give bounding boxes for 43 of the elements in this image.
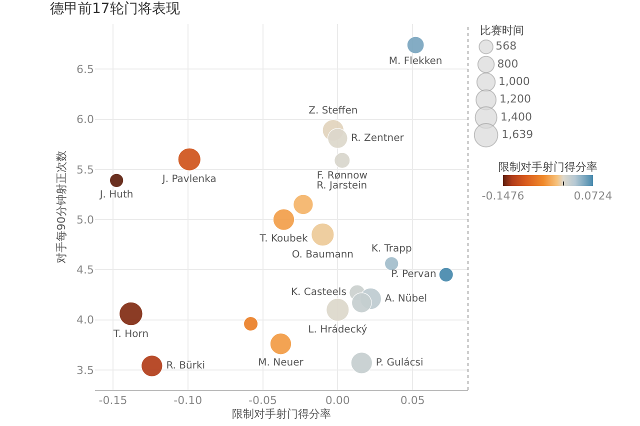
x-tick-label: 0.05 bbox=[400, 394, 425, 408]
data-label: M. Flekken bbox=[388, 56, 442, 68]
x-tick-label: -0.10 bbox=[174, 394, 202, 408]
legend-title: 比赛时间 bbox=[480, 24, 524, 37]
color-bar-title: 限制对手射门得分率 bbox=[498, 160, 598, 174]
data-label: F. Rønnow bbox=[316, 170, 368, 182]
data-label: K. Casteels bbox=[290, 287, 346, 298]
data-label: P. Gulácsi bbox=[376, 357, 424, 368]
color-bar-label: -0.1476 bbox=[482, 190, 524, 203]
data-label: Z. Steffen bbox=[308, 106, 358, 117]
y-tick-label: 6.5 bbox=[76, 62, 94, 76]
x-axis-title: 限制对手射门得分率 bbox=[232, 407, 331, 420]
legend-label: 1,200 bbox=[500, 92, 532, 106]
legend-label: 800 bbox=[497, 57, 518, 70]
data-label: T. Koubek bbox=[258, 233, 308, 244]
data-label: K. Trapp bbox=[371, 244, 412, 255]
data-label: L. Hrádecký bbox=[308, 324, 368, 336]
legend-label: 1,400 bbox=[500, 110, 532, 124]
x-tick-label: -0.05 bbox=[248, 394, 278, 408]
y-tick-label: 5.0 bbox=[76, 213, 94, 226]
y-tick-label: 3.5 bbox=[76, 364, 94, 377]
data-label: M. Neuer bbox=[258, 358, 304, 369]
data-label: J. Pavlenka bbox=[161, 174, 216, 186]
data-label: J. Huth bbox=[98, 190, 134, 201]
legend-label: 1,000 bbox=[498, 74, 530, 88]
y-axis-title: 对手每90分钟射正次数 bbox=[55, 150, 68, 264]
color-bar-label: 0.0724 bbox=[574, 190, 612, 203]
y-tick-label: 4.0 bbox=[76, 314, 94, 327]
data-label: O. Baumann bbox=[292, 249, 354, 260]
y-tick-label: 4.5 bbox=[76, 264, 94, 277]
data-label: T. Horn bbox=[112, 328, 149, 340]
y-tick-label: 6.0 bbox=[76, 113, 94, 126]
x-tick-label: -0.15 bbox=[98, 394, 128, 408]
legend-label: 568 bbox=[496, 40, 517, 53]
y-tick-label: 5.5 bbox=[76, 163, 94, 176]
data-label: R. Jarstein bbox=[316, 180, 368, 192]
chart-title: 德甲前17轮门将表现 bbox=[50, 0, 180, 17]
legend-label: 1,639 bbox=[502, 128, 534, 141]
x-tick-label: 0.00 bbox=[325, 394, 350, 408]
data-label: R. Zentner bbox=[351, 132, 405, 144]
data-label: R. Bürki bbox=[166, 360, 206, 372]
data-label: P. Pervan bbox=[391, 269, 436, 280]
data-label: A. Nübel bbox=[384, 293, 428, 304]
